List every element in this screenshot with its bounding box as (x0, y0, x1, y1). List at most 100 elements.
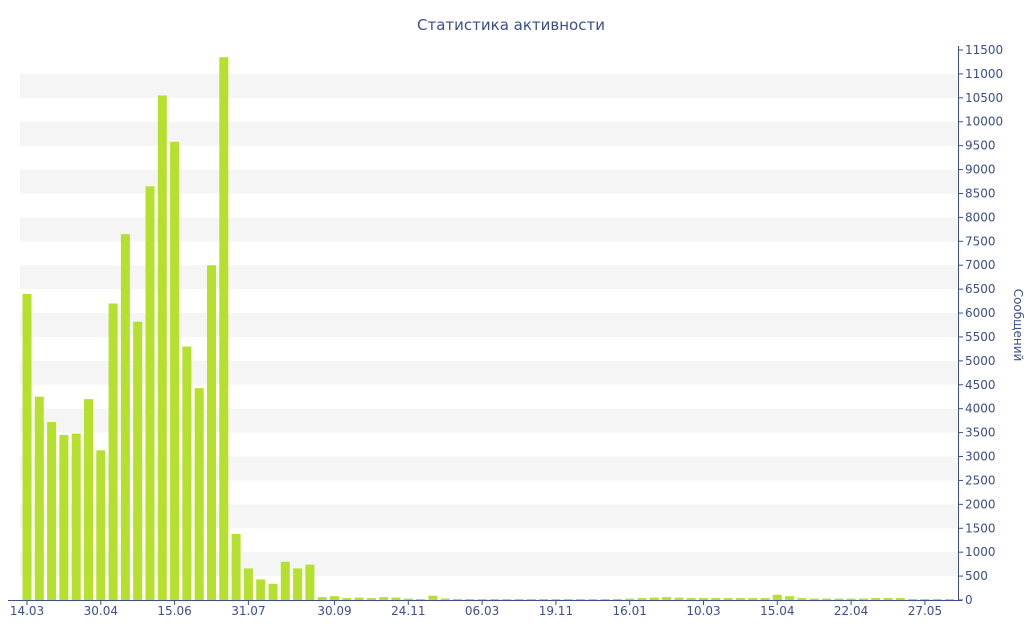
bar (748, 598, 758, 600)
y-tick-label: 4000 (965, 402, 996, 416)
bar (120, 234, 130, 600)
y-tick-label: 7000 (965, 258, 996, 272)
y-tick-label: 7500 (965, 234, 996, 248)
bar (711, 598, 721, 600)
x-tick-label: 27.05 (908, 604, 942, 618)
bar (809, 598, 819, 600)
chart-title: Статистика активности (417, 16, 605, 34)
bar (723, 598, 733, 600)
y-axis-ticks: 0 500 1000 1500 2000 2500 3000 3500 4000 4500 5000… (958, 43, 1003, 607)
y-tick-label: 3000 (965, 450, 996, 464)
bar (268, 583, 278, 600)
x-tick-label: 15.06 (157, 604, 191, 618)
y-tick-label: 6500 (965, 282, 996, 296)
bar (785, 596, 795, 600)
bar (182, 346, 192, 600)
bar (440, 598, 450, 600)
bar (662, 597, 672, 600)
grid-bands (20, 73, 958, 577)
bar (772, 594, 782, 600)
y-tick-label: 4500 (965, 378, 996, 392)
bar (945, 599, 954, 600)
bar (243, 568, 253, 600)
bar (822, 598, 831, 600)
bar (895, 598, 905, 600)
x-tick-label: 24.11 (391, 604, 425, 618)
x-tick-label: 19.11 (539, 604, 573, 618)
bar (539, 599, 549, 600)
bar (84, 399, 93, 600)
grid-band (20, 360, 958, 385)
x-tick-label: 30.04 (84, 604, 118, 618)
x-tick-label: 10.03 (686, 604, 720, 618)
bar (797, 598, 807, 600)
bar (920, 599, 930, 600)
x-tick-label: 16.01 (613, 604, 647, 618)
y-axis-label: Сообщений (1011, 289, 1024, 362)
bar (207, 265, 216, 600)
bar (526, 599, 536, 600)
bar (342, 598, 352, 600)
y-tick-label: 5000 (965, 354, 996, 368)
bar (231, 534, 241, 600)
y-tick-label: 5500 (965, 330, 996, 344)
grid-band (20, 217, 958, 242)
y-tick-label: 2500 (965, 473, 996, 487)
bar (22, 293, 32, 600)
bar (47, 422, 57, 600)
bar (453, 599, 462, 600)
bar (108, 303, 118, 600)
bar (551, 599, 561, 600)
grid-band (20, 73, 958, 98)
bar (293, 568, 303, 600)
bar (59, 435, 69, 600)
y-tick-label: 9500 (965, 139, 996, 153)
bar (317, 597, 327, 600)
bar (145, 186, 155, 601)
bar (932, 599, 942, 600)
y-tick-label: 9000 (965, 163, 996, 177)
bar (871, 598, 881, 600)
bar (157, 95, 167, 601)
bar (403, 598, 413, 600)
bar (686, 598, 696, 600)
bar (625, 598, 635, 600)
bar (170, 141, 180, 600)
y-tick-label: 11500 (965, 43, 1003, 57)
bar (489, 599, 499, 600)
bar (280, 561, 290, 600)
bar (908, 599, 918, 600)
bar (563, 599, 573, 600)
bar (834, 598, 844, 600)
bar (649, 597, 659, 600)
bar (699, 598, 708, 600)
grid-band (20, 313, 958, 337)
bar (256, 579, 266, 600)
bar (133, 321, 143, 600)
bar (330, 596, 339, 600)
x-tick-label: 14.03 (10, 604, 44, 618)
bar (883, 598, 893, 600)
x-tick-label: 22.04 (834, 604, 868, 618)
x-tick-label: 30.09 (317, 604, 351, 618)
grid-band (20, 408, 958, 433)
bar (612, 599, 622, 600)
y-tick-label: 1500 (965, 521, 996, 535)
bar (514, 599, 524, 600)
grid-band (20, 169, 958, 194)
y-tick-label: 11000 (965, 67, 1003, 81)
bar (416, 599, 426, 600)
x-tick-label: 15.04 (760, 604, 794, 618)
bar (34, 396, 44, 600)
bar (96, 450, 106, 600)
bar (502, 599, 512, 600)
y-tick-label: 8500 (965, 186, 996, 200)
bar (71, 433, 81, 600)
bars-group (22, 57, 954, 601)
y-tick-label: 10000 (965, 115, 1003, 129)
bar (465, 599, 475, 600)
bar (588, 599, 598, 600)
bar (600, 599, 610, 600)
